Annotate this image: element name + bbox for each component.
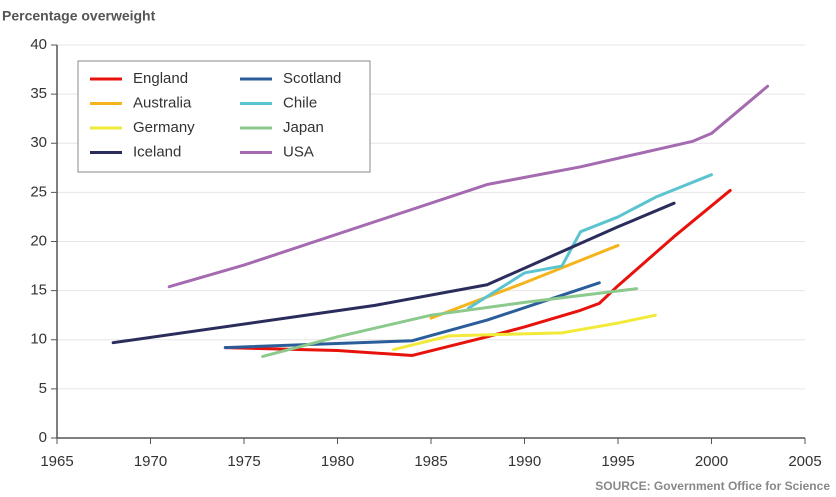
x-tick-label: 1995 xyxy=(601,453,634,470)
source-note: SOURCE: Government Office for Science xyxy=(595,479,830,493)
x-tick-label: 1990 xyxy=(508,453,541,470)
x-tick-label: 1985 xyxy=(414,453,447,470)
y-tick-label: 15 xyxy=(30,282,47,299)
y-tick-label: 20 xyxy=(30,232,47,249)
data-line xyxy=(466,173,713,310)
legend-label: Japan xyxy=(283,119,324,136)
legend-label: Iceland xyxy=(133,143,181,160)
legend-label: Scotland xyxy=(283,70,341,87)
data-line xyxy=(223,281,601,350)
legend-label: Australia xyxy=(133,94,192,111)
data-line xyxy=(111,201,676,345)
y-tick-label: 40 xyxy=(30,36,47,53)
data-line xyxy=(261,287,639,358)
y-tick-label: 25 xyxy=(30,183,47,200)
x-tick-label: 2005 xyxy=(788,453,821,470)
y-tick-label: 35 xyxy=(30,85,47,102)
legend-label: England xyxy=(133,70,188,87)
x-tick-label: 1980 xyxy=(321,453,354,470)
x-tick-label: 1965 xyxy=(40,453,73,470)
x-tick-label: 1975 xyxy=(227,453,260,470)
x-tick-label: 2000 xyxy=(695,453,728,470)
y-tick-label: 30 xyxy=(30,134,47,151)
x-tick-label: 1970 xyxy=(134,453,167,470)
legend-label: USA xyxy=(283,143,314,160)
data-line xyxy=(223,188,732,357)
y-tick-label: 5 xyxy=(39,380,47,397)
data-line xyxy=(392,313,657,352)
data-line xyxy=(429,243,620,320)
legend-label: Chile xyxy=(283,94,317,111)
legend-label: Germany xyxy=(133,119,195,136)
data-line xyxy=(167,84,770,289)
chart-title: Percentage overweight xyxy=(2,8,156,24)
y-tick-label: 10 xyxy=(30,331,47,348)
legend-box xyxy=(77,60,371,173)
y-tick-label: 0 xyxy=(39,429,47,446)
